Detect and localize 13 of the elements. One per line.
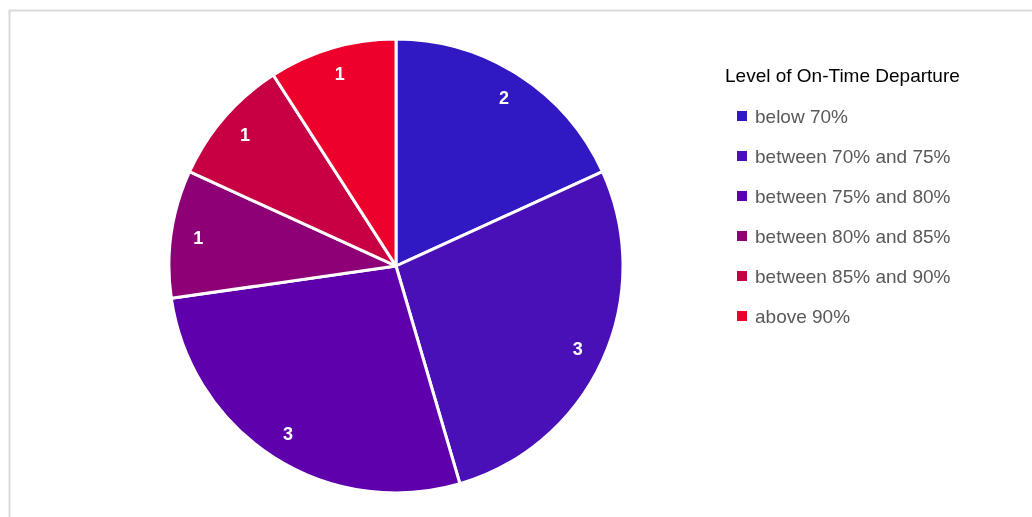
data-label: 1	[334, 64, 345, 85]
legend-label: between 80% and 85%	[755, 225, 951, 247]
legend-label: above 90%	[755, 305, 851, 327]
legend-label: between 85% and 90%	[755, 265, 951, 287]
data-label: 3	[282, 424, 294, 445]
data-label: 1	[193, 227, 204, 248]
data-label: 3	[572, 338, 583, 359]
legend-label: between 70% and 75%	[755, 145, 951, 167]
data-label: 1	[240, 125, 251, 146]
legend-label: below 70%	[755, 105, 849, 127]
legend-title: Level of On-Time Departure	[725, 64, 960, 86]
data-label: 2	[498, 87, 510, 108]
legend-label: between 75% and 80%	[755, 185, 951, 207]
